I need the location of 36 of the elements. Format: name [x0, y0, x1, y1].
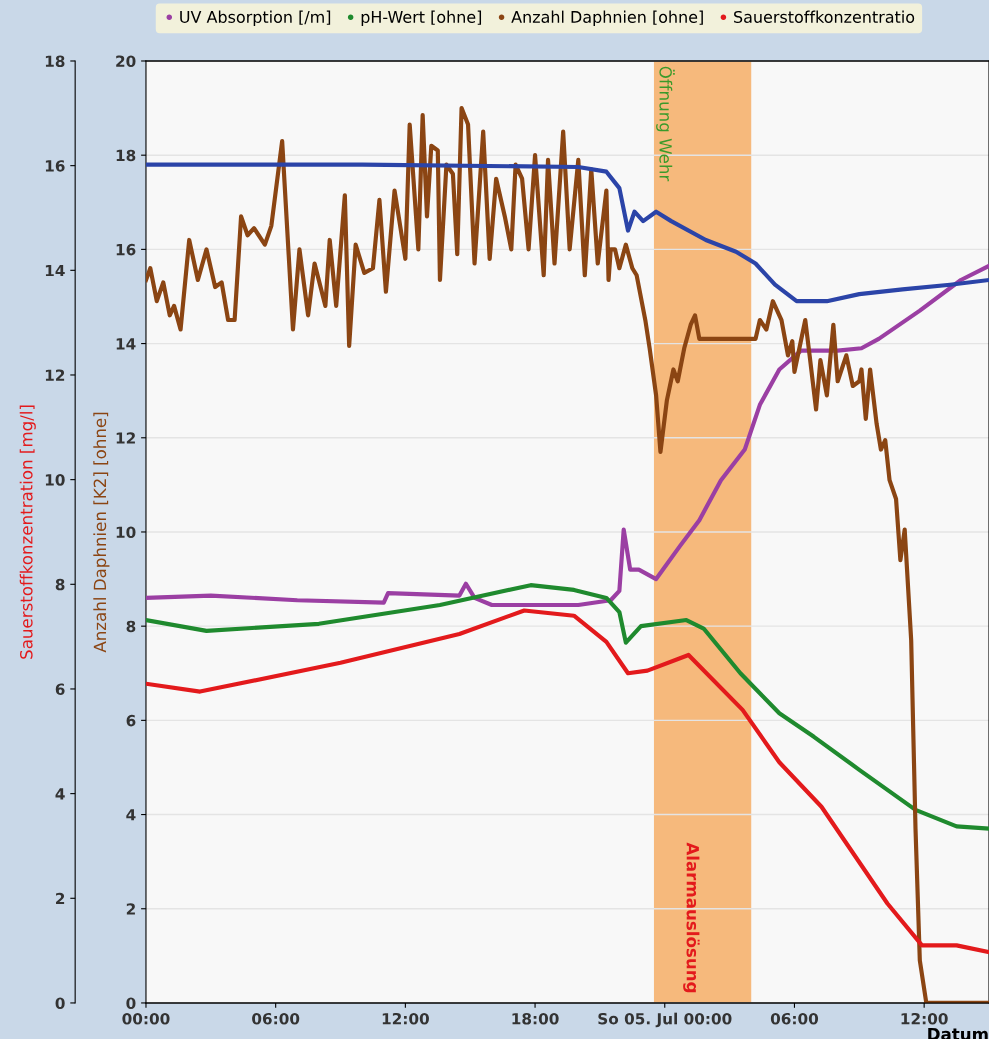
y-tick-label: 16	[116, 243, 136, 256]
y2-tick-label: 4	[55, 788, 65, 800]
y2-tick-label: 6	[55, 683, 65, 695]
annotation: Alarmauslösung	[683, 842, 700, 993]
y-tick-label: 12	[116, 432, 135, 444]
y2-tick-label: 18	[45, 55, 65, 68]
x-tick-label: So 05. Jul 00:00	[598, 1012, 732, 1028]
y2-tick-label: 14	[45, 264, 65, 277]
y-tick-label: 14	[116, 338, 136, 350]
band-label: Öffnung Wehr	[656, 66, 675, 182]
y2-tick-label: 12	[45, 369, 65, 381]
y2-tick-label: 10	[45, 474, 65, 486]
y-tick-label: 2	[126, 903, 135, 915]
y2-tick-label: 8	[55, 578, 65, 591]
y-axis-title: Anzahl Daphnien [K2] [ohne]	[93, 412, 110, 653]
y-tick-label: 4	[126, 809, 136, 821]
legend-label: Anzahl Daphnien [ohne]	[511, 10, 703, 27]
legend-label: pH-Wert [ohne]	[361, 10, 482, 27]
x-tick-label: 00:00	[122, 1012, 170, 1025]
y2-axis-title: Sauerstoffkonzentration [mg/l]	[19, 405, 36, 659]
x-tick-label: 18:00	[512, 1012, 559, 1025]
y-tick-label: 0	[126, 997, 136, 1009]
y-tick-label: 18	[116, 149, 136, 162]
y-tick-label: 8	[126, 620, 136, 633]
x-tick-label: 12:00	[901, 1012, 948, 1025]
y2-tick-label: 0	[55, 997, 65, 1009]
y2-tick-label: 16	[45, 160, 65, 172]
x-tick-label: 12:00	[382, 1012, 429, 1025]
x-tick-label: 06:00	[252, 1012, 300, 1025]
y2-tick-label: 2	[56, 892, 65, 905]
legend-label: UV Absorption [/m]	[180, 10, 331, 27]
y-tick-label: 20	[116, 55, 136, 68]
legend-label: Sauerstoffkonzentratio	[734, 10, 915, 23]
x-tick-label: 06:00	[770, 1012, 819, 1025]
y-tick-label: 6	[126, 714, 136, 727]
y-tick-label: 10	[116, 526, 136, 538]
